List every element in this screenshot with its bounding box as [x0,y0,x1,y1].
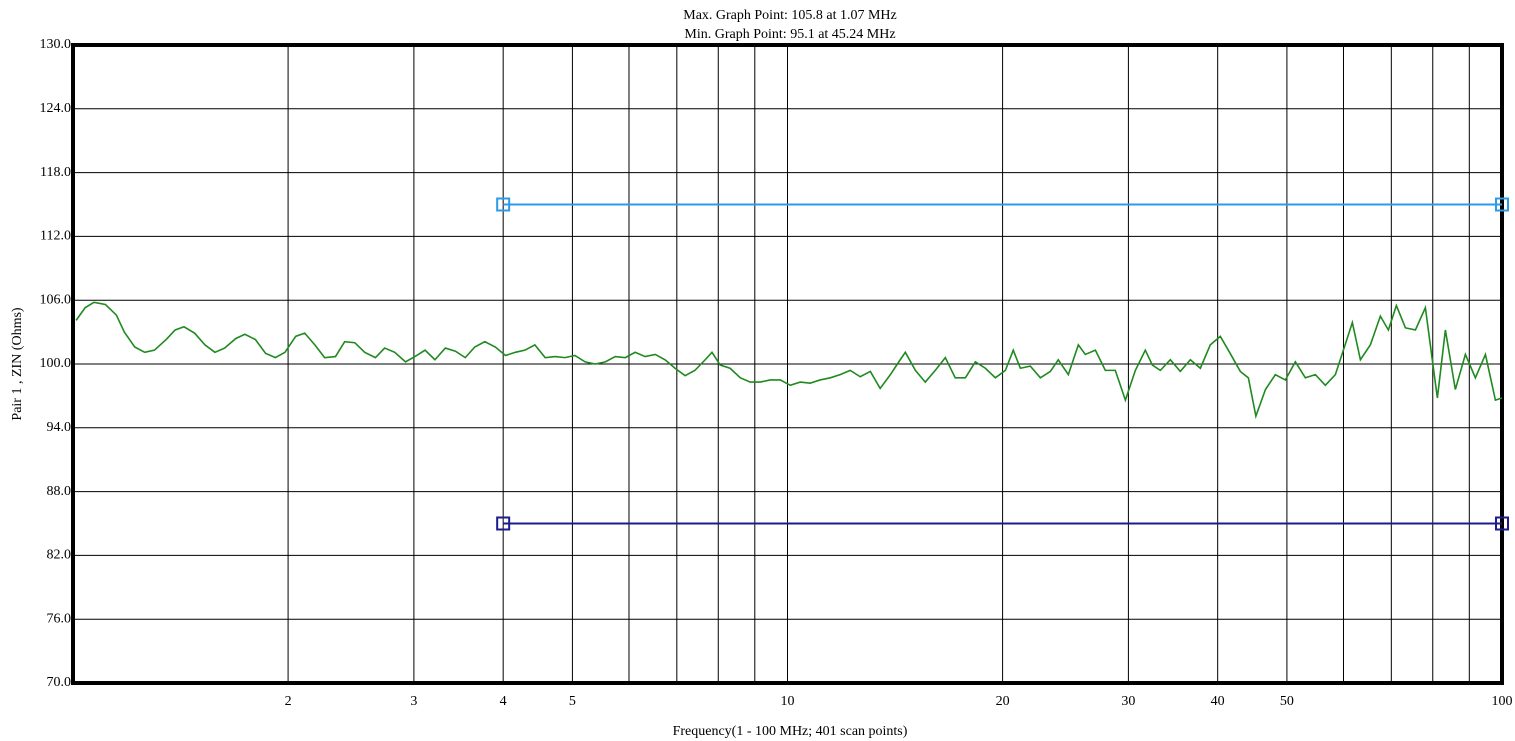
x-tick-label: 4 [500,694,507,709]
x-tick-label: 30 [1121,694,1135,709]
x-tick-label: 3 [410,694,417,709]
x-tick-label: 50 [1280,694,1294,709]
y-tick-label: 112.0 [40,229,71,244]
y-tick-label: 82.0 [47,548,72,563]
point-marker [496,197,511,212]
x-tick-label: 5 [569,694,576,709]
y-tick-label: 130.0 [40,37,72,52]
chart-subtitle: Min. Graph Point: 95.1 at 45.24 MHz [684,27,895,42]
point-marker [1495,516,1509,531]
x-tick-label: 2 [285,694,292,709]
y-tick-label: 70.0 [47,675,72,690]
x-axis-label: Frequency(1 - 100 MHz; 401 scan points) [673,724,908,739]
y-tick-label: 94.0 [47,420,72,435]
y-axis-label: Pair 1 , ZIN (Ohms) [10,307,25,420]
x-tick-label: 10 [781,694,795,709]
y-tick-label: 118.0 [40,165,71,180]
point-marker [1495,197,1509,212]
y-tick-label: 106.0 [40,292,72,307]
point-marker [496,516,511,531]
chart-title: Max. Graph Point: 105.8 at 1.07 MHz [683,8,896,23]
y-tick-label: 88.0 [47,484,72,499]
series-line [75,301,1503,420]
x-tick-label: 100 [1492,694,1513,709]
x-tick-label: 20 [996,694,1010,709]
x-tick-label: 40 [1211,694,1225,709]
y-tick-label: 124.0 [40,101,72,116]
y-tick-label: 76.0 [47,611,72,626]
y-tick-label: 100.0 [40,356,72,371]
plot-frame [71,43,1504,685]
